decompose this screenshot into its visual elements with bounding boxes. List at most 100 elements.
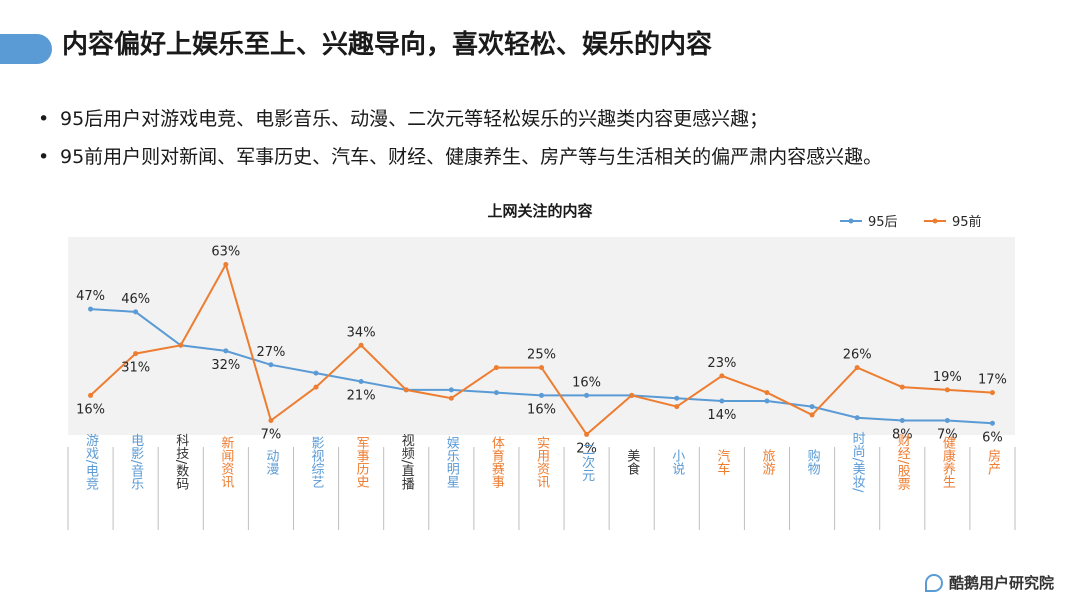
data-point <box>313 384 319 390</box>
x-axis-label: 电影/音乐 <box>128 434 144 491</box>
data-label: 14% <box>707 408 736 423</box>
x-axis-label: 实用资讯 <box>534 436 550 489</box>
data-point <box>899 418 905 423</box>
legend-marker <box>932 218 938 224</box>
data-point <box>133 309 139 315</box>
data-point <box>989 420 995 426</box>
x-axis-label: 汽车 <box>714 449 730 475</box>
x-axis-label: 小说 <box>669 449 685 476</box>
data-label: 46% <box>121 292 150 307</box>
data-point <box>854 415 860 421</box>
x-axis-labels: 游戏/电竞 电影/音乐 科技/数码 新闻资讯 动漫 影视综艺 军事历史 视频/直播 娱乐明星 体育… <box>83 432 1000 493</box>
data-point <box>584 392 590 398</box>
x-axis-label: 动漫 <box>263 449 279 475</box>
data-label: 16% <box>572 375 601 390</box>
data-point <box>448 387 454 393</box>
data-point <box>764 398 770 404</box>
data-point <box>539 365 544 371</box>
bullet-symbol: • <box>38 146 50 168</box>
data-point <box>493 390 499 396</box>
data-point <box>854 365 860 371</box>
x-axis-label: 影视综艺 <box>309 436 325 488</box>
legend-label: 95前 <box>952 214 982 230</box>
data-point <box>223 262 229 267</box>
data-label: 26% <box>843 348 872 363</box>
data-point <box>178 342 184 348</box>
x-axis-label: 房产 <box>985 448 1001 476</box>
x-axis-label: 美食 <box>624 449 640 475</box>
legend: 95后 95前 <box>840 214 982 230</box>
data-label: 19% <box>933 370 962 385</box>
data-point <box>944 387 950 393</box>
data-label: 25% <box>527 348 556 363</box>
data-label: 7% <box>937 428 958 443</box>
page-title: 内容偏好上娱乐至上、兴趣导向，喜欢轻松、娱乐的内容 <box>62 30 713 60</box>
x-axis-label: 旅游 <box>759 449 775 475</box>
title-accent-bar <box>0 34 52 64</box>
data-point <box>809 412 815 418</box>
bullet-text: 95后用户对游戏电竞、电影音乐、动漫、二次元等轻松娱乐的兴趣类内容更感兴趣； <box>60 108 769 130</box>
data-point <box>268 362 274 368</box>
data-label: 17% <box>978 373 1007 388</box>
data-point <box>403 387 409 393</box>
x-axis-label: 健康养生 <box>940 436 956 488</box>
x-axis-label: 二次元 <box>579 443 595 483</box>
data-point <box>88 306 94 312</box>
data-label: 32% <box>211 358 240 373</box>
data-point <box>584 431 590 437</box>
penguin-logo-icon <box>924 573 943 592</box>
data-point <box>989 390 995 396</box>
line-chart: 47% 46% 32% 27% 21% 16% 16% 14% 8% 7% 6% 16% 31% 63% 7… <box>67 214 1016 530</box>
data-point <box>719 373 725 379</box>
legend-label: 95后 <box>868 215 898 230</box>
data-point <box>313 370 319 376</box>
x-axis-label: 财经/股票 <box>895 434 911 491</box>
x-axis-label: 娱乐明星 <box>444 436 460 488</box>
data-point <box>674 404 680 410</box>
chart-title: 上网关注的内容 <box>487 202 593 220</box>
plot-background <box>68 237 1015 435</box>
data-point <box>358 379 364 384</box>
data-point <box>539 392 544 398</box>
data-label: 16% <box>527 402 556 417</box>
data-point <box>674 395 680 401</box>
bullet-item: • 95前用户则对新闻、军事历史、汽车、财经、健康养生、房产等与生活相关的偏严肃内… <box>38 138 882 176</box>
data-point <box>719 398 725 404</box>
data-point <box>448 395 454 401</box>
data-label: 6% <box>982 430 1003 445</box>
data-label: 8% <box>892 428 913 443</box>
data-label: 7% <box>261 428 282 443</box>
data-point <box>223 348 229 354</box>
legend-marker <box>848 218 854 224</box>
data-label: 63% <box>211 245 240 260</box>
data-point <box>493 365 499 371</box>
data-point <box>944 418 950 423</box>
data-labels: 47% 46% 32% 27% 21% 16% 16% 14% 8% 7% 6% 16% 31% 63% 7… <box>76 245 1007 457</box>
data-point <box>809 404 815 410</box>
data-point <box>899 384 905 390</box>
data-label: 31% <box>121 361 150 376</box>
x-axis-label: 科技/数码 <box>173 434 189 491</box>
bullet-symbol: • <box>38 108 50 130</box>
data-label: 21% <box>347 389 376 404</box>
x-axis-label: 游戏/电竞 <box>83 434 99 492</box>
x-axis-label: 体育赛事 <box>489 436 505 488</box>
data-label: 34% <box>347 325 376 340</box>
data-label: 16% <box>76 402 105 417</box>
data-point <box>629 392 635 398</box>
data-label: 27% <box>256 345 285 360</box>
bullet-item: • 95后用户对游戏电竞、电影音乐、动漫、二次元等轻松娱乐的兴趣类内容更感兴趣； <box>38 100 882 138</box>
category-dividers <box>67 447 1016 530</box>
brand-logo: 酷鹅用户研究院 <box>924 572 1054 593</box>
data-label: 23% <box>707 356 736 371</box>
x-axis-label: 视频/直播 <box>399 434 415 491</box>
bullet-list: • 95后用户对游戏电竞、电影音乐、动漫、二次元等轻松娱乐的兴趣类内容更感兴趣； … <box>38 100 882 176</box>
data-point <box>268 418 274 423</box>
x-axis-label: 购物 <box>805 448 821 476</box>
data-label: 2% <box>576 441 597 456</box>
data-point <box>358 342 364 348</box>
x-axis-label: 军事历史 <box>354 436 370 489</box>
brand-name: 酷鹅用户研究院 <box>948 574 1054 592</box>
data-label: 47% <box>76 289 105 304</box>
x-axis-label: 时尚/美妆/ <box>850 432 866 493</box>
